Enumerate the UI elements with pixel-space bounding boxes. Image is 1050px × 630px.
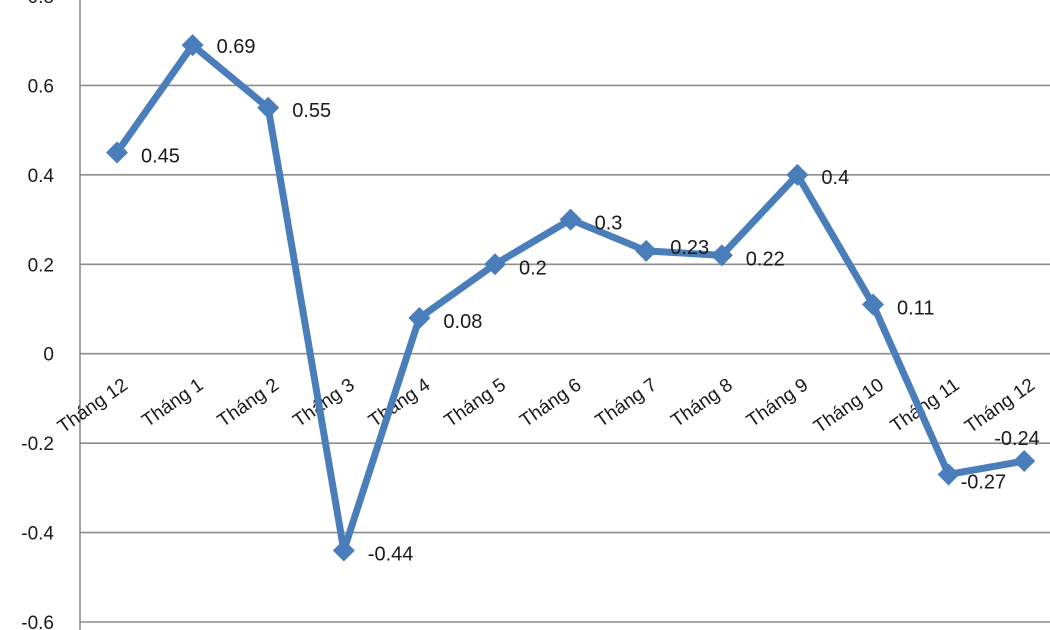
data-point-marker	[257, 96, 280, 119]
x-category-label: Tháng 5	[441, 375, 510, 432]
data-label: 0.22	[746, 248, 785, 270]
x-category-label: Tháng 10	[810, 375, 888, 438]
data-point-marker	[710, 244, 733, 267]
y-axis-tick-labels: -0.6 -0.4 -0.2 0 0.2 0.4 0.6 0.8	[21, 0, 54, 630]
x-category-label: Tháng 8	[667, 375, 736, 432]
data-label: 0.3	[595, 213, 623, 235]
data-label: 0.23	[670, 237, 709, 259]
data-label: 0.4	[821, 167, 849, 189]
data-point-marker	[484, 253, 506, 276]
x-category-label: Tháng 1	[138, 375, 207, 432]
data-label: 0.55	[292, 100, 331, 122]
data-labels: 0.45 0.69 0.55 -0.44 0.08 0.2 0.3 0.23 0.22 0.4 0.…	[141, 36, 1040, 565]
data-point-marker	[106, 141, 128, 164]
data-label: 0.08	[443, 311, 482, 333]
data-label: -0.44	[368, 543, 414, 565]
data-point-marker	[1013, 450, 1036, 473]
data-label: 0.69	[217, 36, 256, 58]
x-category-label: Tháng 2	[214, 375, 283, 432]
y-tick-label: -0.4	[21, 524, 54, 545]
data-point-marker	[862, 293, 884, 316]
x-category-label: Tháng 6	[516, 375, 585, 432]
data-label: -0.24	[994, 428, 1040, 450]
data-point-marker	[181, 34, 204, 57]
y-tick-label: 0.6	[28, 76, 54, 97]
data-point-marker	[332, 539, 355, 562]
data-point-marker	[635, 239, 658, 262]
x-category-label: Tháng 9	[743, 375, 812, 432]
data-point-marker	[937, 463, 960, 486]
data-point-marker	[408, 306, 431, 329]
data-label: 0.11	[897, 298, 934, 320]
y-tick-label: 0.2	[28, 255, 54, 276]
series-line	[114, 41, 1025, 554]
data-point-marker	[786, 163, 809, 186]
y-tick-label: 0.4	[28, 166, 55, 187]
y-tick-label: -0.2	[21, 434, 54, 455]
data-point-marker	[559, 208, 582, 231]
y-tick-label: 0	[43, 345, 54, 366]
x-category-label: Tháng 7	[592, 375, 661, 432]
data-label: 0.2	[519, 257, 547, 279]
data-label: -0.27	[961, 471, 1007, 493]
y-tick-label: 0.8	[28, 0, 54, 8]
series-markers	[106, 34, 1036, 562]
data-label: 0.45	[141, 146, 180, 168]
x-category-label: Tháng 12	[54, 375, 132, 438]
y-tick-label: -0.6	[21, 613, 54, 630]
x-axis-category-labels: Tháng 12 Tháng 1 Tháng 2 Tháng 3 Tháng 4 Thán…	[54, 374, 1039, 437]
